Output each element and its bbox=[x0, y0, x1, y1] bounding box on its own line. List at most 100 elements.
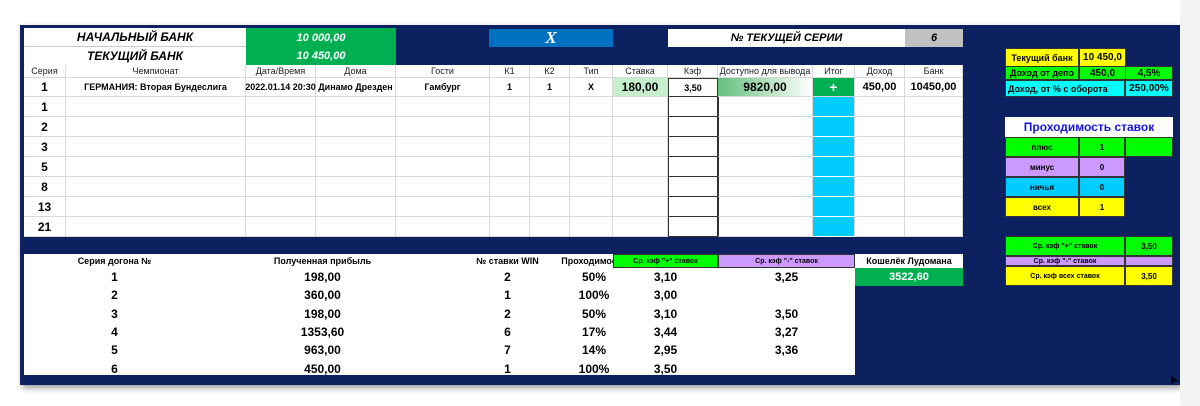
series-number[interactable]: 3 bbox=[24, 137, 66, 157]
table-cell[interactable] bbox=[396, 157, 490, 177]
table-cell[interactable] bbox=[813, 177, 855, 197]
series-number[interactable]: 21 bbox=[24, 217, 66, 237]
table-cell[interactable] bbox=[530, 137, 570, 157]
table-cell[interactable] bbox=[396, 97, 490, 117]
table-cell[interactable] bbox=[66, 137, 246, 157]
table-cell[interactable] bbox=[66, 217, 246, 237]
table-cell[interactable] bbox=[905, 157, 963, 177]
table-cell[interactable] bbox=[246, 97, 316, 117]
table-cell[interactable] bbox=[718, 177, 813, 197]
table-cell[interactable] bbox=[490, 217, 530, 237]
row1-cell[interactable]: 1 bbox=[24, 78, 66, 97]
table-cell[interactable] bbox=[490, 137, 530, 157]
table-cell[interactable] bbox=[530, 157, 570, 177]
table-cell[interactable] bbox=[855, 157, 905, 177]
table-cell[interactable] bbox=[570, 137, 613, 157]
table-cell[interactable] bbox=[396, 217, 490, 237]
table-cell[interactable] bbox=[316, 197, 396, 217]
table-cell[interactable] bbox=[490, 117, 530, 137]
table-cell[interactable] bbox=[905, 197, 963, 217]
table-cell[interactable] bbox=[66, 177, 246, 197]
table-cell[interactable] bbox=[570, 97, 613, 117]
table-cell[interactable] bbox=[855, 197, 905, 217]
table-cell[interactable] bbox=[855, 137, 905, 157]
table-cell[interactable] bbox=[490, 157, 530, 177]
table-cell[interactable] bbox=[613, 197, 668, 217]
table-cell[interactable] bbox=[570, 197, 613, 217]
table-cell[interactable] bbox=[396, 197, 490, 217]
row1-cell[interactable]: 2022.01.14 20:30 bbox=[245, 78, 316, 97]
row1-cell[interactable]: 3,50 bbox=[668, 78, 718, 97]
row1-cell[interactable]: 180,00 bbox=[613, 78, 668, 97]
table-cell[interactable] bbox=[905, 97, 963, 117]
table-cell[interactable] bbox=[396, 117, 490, 137]
table-cell[interactable] bbox=[813, 137, 855, 157]
row1-cell[interactable]: 450,00 bbox=[855, 78, 905, 97]
table-cell[interactable] bbox=[246, 217, 316, 237]
table-cell[interactable] bbox=[66, 117, 246, 137]
table-cell[interactable] bbox=[530, 177, 570, 197]
table-cell[interactable] bbox=[905, 217, 963, 237]
table-cell[interactable] bbox=[490, 177, 530, 197]
table-cell[interactable] bbox=[66, 197, 246, 217]
table-cell[interactable] bbox=[396, 177, 490, 197]
table-cell[interactable] bbox=[668, 117, 718, 137]
table-cell[interactable] bbox=[813, 217, 855, 237]
table-cell[interactable] bbox=[570, 177, 613, 197]
table-cell[interactable] bbox=[66, 157, 246, 177]
table-cell[interactable] bbox=[613, 177, 668, 197]
table-cell[interactable] bbox=[718, 137, 813, 157]
table-cell[interactable] bbox=[613, 97, 668, 117]
table-cell[interactable] bbox=[570, 117, 613, 137]
table-cell[interactable] bbox=[613, 157, 668, 177]
table-cell[interactable] bbox=[316, 177, 396, 197]
table-cell[interactable] bbox=[905, 137, 963, 157]
table-cell[interactable] bbox=[668, 157, 718, 177]
table-cell[interactable] bbox=[668, 97, 718, 117]
table-cell[interactable] bbox=[66, 97, 246, 117]
row1-cell[interactable]: Гамбург bbox=[396, 78, 490, 97]
table-cell[interactable] bbox=[668, 137, 718, 157]
row1-cell[interactable]: + bbox=[813, 78, 855, 97]
row1-cell[interactable]: 1 bbox=[530, 78, 570, 97]
table-cell[interactable] bbox=[396, 137, 490, 157]
table-cell[interactable] bbox=[718, 197, 813, 217]
table-cell[interactable] bbox=[905, 177, 963, 197]
table-cell[interactable] bbox=[246, 137, 316, 157]
series-number[interactable]: 2 bbox=[24, 117, 66, 137]
table-cell[interactable] bbox=[246, 197, 316, 217]
table-cell[interactable] bbox=[718, 157, 813, 177]
table-cell[interactable] bbox=[855, 97, 905, 117]
table-cell[interactable] bbox=[316, 217, 396, 237]
table-cell[interactable] bbox=[855, 177, 905, 197]
table-cell[interactable] bbox=[246, 177, 316, 197]
table-cell[interactable] bbox=[718, 117, 813, 137]
series-number[interactable]: 13 bbox=[24, 197, 66, 217]
table-cell[interactable] bbox=[813, 157, 855, 177]
table-cell[interactable] bbox=[668, 197, 718, 217]
series-number[interactable]: 1 bbox=[24, 97, 66, 117]
table-cell[interactable] bbox=[855, 217, 905, 237]
table-cell[interactable] bbox=[246, 157, 316, 177]
row1-cell[interactable]: 10450,00 bbox=[905, 78, 963, 97]
table-cell[interactable] bbox=[530, 197, 570, 217]
table-cell[interactable] bbox=[570, 217, 613, 237]
series-number[interactable]: 5 bbox=[24, 157, 66, 177]
table-cell[interactable] bbox=[530, 217, 570, 237]
table-cell[interactable] bbox=[490, 197, 530, 217]
table-cell[interactable] bbox=[316, 97, 396, 117]
table-cell[interactable] bbox=[668, 177, 718, 197]
table-cell[interactable] bbox=[316, 117, 396, 137]
table-cell[interactable] bbox=[668, 217, 718, 237]
table-cell[interactable] bbox=[570, 157, 613, 177]
row1-cell[interactable]: X bbox=[570, 78, 613, 97]
table-cell[interactable] bbox=[613, 117, 668, 137]
table-cell[interactable] bbox=[490, 97, 530, 117]
table-cell[interactable] bbox=[246, 117, 316, 137]
table-cell[interactable] bbox=[316, 157, 396, 177]
table-cell[interactable] bbox=[855, 117, 905, 137]
table-cell[interactable] bbox=[530, 117, 570, 137]
row1-cell[interactable]: 9820,00 bbox=[718, 78, 813, 97]
table-cell[interactable] bbox=[316, 137, 396, 157]
row1-cell[interactable]: 1 bbox=[490, 78, 530, 97]
